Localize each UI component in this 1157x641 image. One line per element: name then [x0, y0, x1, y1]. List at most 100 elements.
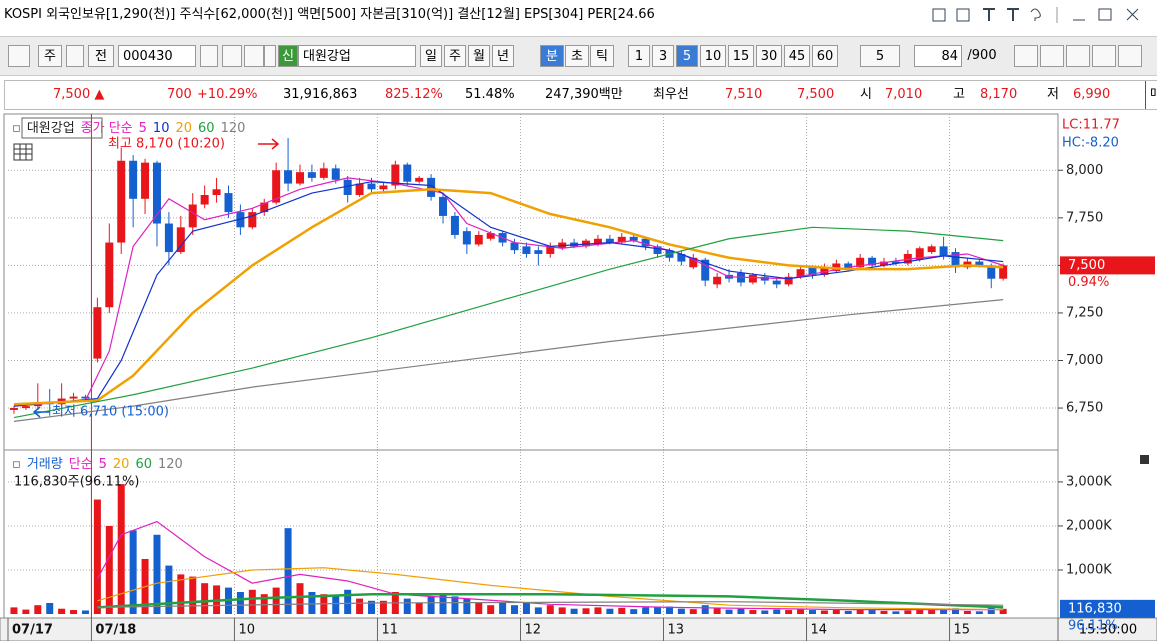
- volume-bar: [379, 600, 387, 614]
- candle-body: [617, 236, 626, 243]
- toolbar-icon[interactable]: [8, 45, 30, 67]
- candle-body: [152, 162, 161, 224]
- candle-body: [605, 238, 614, 243]
- close[interactable]: [1126, 8, 1139, 21]
- toolbar-item[interactable]: /900: [967, 48, 997, 63]
- x-tick-label: 11: [381, 623, 398, 638]
- toolbar-item[interactable]: 년: [492, 45, 514, 67]
- volume-bar: [487, 605, 495, 614]
- candle-body: [248, 212, 257, 228]
- volume-bar: [415, 602, 423, 614]
- icon[interactable]: [1030, 8, 1041, 21]
- volume-bar: [70, 610, 78, 614]
- toolbar-item[interactable]: 틱: [590, 45, 614, 67]
- toolbar-icon[interactable]: [1092, 45, 1116, 67]
- toolbar-item[interactable]: 월: [468, 45, 490, 67]
- toolbar-icon[interactable]: [222, 45, 242, 67]
- volume-bar: [570, 608, 578, 614]
- candle-body: [21, 406, 30, 409]
- toolbar-icon[interactable]: [1014, 45, 1038, 67]
- volume-bar: [904, 610, 912, 614]
- y-tick-label: 3,000K: [1066, 474, 1112, 489]
- quote-field: 7,500: [797, 87, 835, 102]
- candle-body: [784, 276, 793, 285]
- toolbar-item[interactable]: 대원강업: [298, 45, 416, 67]
- ma-line: [13, 181, 1004, 407]
- toolbar-item[interactable]: 5: [860, 45, 900, 67]
- quote-field: 7,010: [885, 87, 923, 102]
- quote-field: 247,390백만: [545, 87, 623, 102]
- candle-body: [677, 253, 686, 262]
- candle-body: [212, 189, 221, 195]
- toolbar-item[interactable]: 분: [540, 45, 564, 67]
- toolbar-item[interactable]: 주: [38, 45, 62, 67]
- stock-info: KOSPI 외국인보유[1,290(천)] 주식수[62,000(천)] 액면[…: [4, 7, 655, 22]
- volume-bar: [368, 600, 376, 614]
- legend-entry: 60: [198, 121, 215, 136]
- toolbar-item[interactable]: 전: [88, 45, 114, 67]
- panel-close[interactable]: [1140, 455, 1149, 464]
- volume-bar: [356, 598, 364, 614]
- candle-body: [987, 265, 996, 279]
- candle-body: [117, 160, 126, 243]
- legend: ▫ 대원강업 종가 단순 5 10 20 60 120: [12, 121, 245, 136]
- toolbar-icon[interactable]: [244, 45, 264, 67]
- volume-bar: [93, 499, 101, 614]
- toolbar-item[interactable]: 일: [420, 45, 442, 67]
- toolbar-item[interactable]: 45: [784, 45, 810, 67]
- last-volume-ratio: 96.11%: [1068, 618, 1118, 633]
- toolbar-item[interactable]: 84: [914, 45, 962, 67]
- volume-bar: [439, 594, 447, 614]
- toolbar-icon[interactable]: [66, 45, 84, 67]
- candle-body: [200, 194, 209, 205]
- toolbar-item[interactable]: 3: [652, 45, 674, 67]
- toolbar-item[interactable]: 신: [278, 45, 298, 67]
- toolbar-icon[interactable]: [200, 45, 218, 67]
- toolbar-item[interactable]: 60: [812, 45, 838, 67]
- toolbar-icon[interactable]: [264, 45, 276, 67]
- candle-body: [236, 212, 245, 228]
- legend-title: 종가 단순: [81, 121, 133, 136]
- icon[interactable]: [956, 8, 970, 22]
- toolbar-item[interactable]: 5: [676, 45, 698, 67]
- volume-bar: [868, 610, 876, 614]
- volume-bar: [808, 610, 816, 614]
- info-bar: KOSPI 외국인보유[1,290(천)] 주식수[62,000(천)] 액면[…: [0, 0, 1157, 30]
- volume-bar: [713, 608, 721, 614]
- legend-entry: 5: [139, 121, 147, 136]
- toolbar-item[interactable]: 30: [756, 45, 782, 67]
- icon[interactable]: [932, 8, 946, 22]
- icon[interactable]: [983, 8, 995, 21]
- hc-label: HC:-8.20: [1062, 136, 1119, 151]
- toolbar-item[interactable]: 15: [728, 45, 754, 67]
- volume-bar: [272, 587, 280, 614]
- icon[interactable]: [1007, 8, 1019, 21]
- quote-field: 31,916,863: [283, 87, 358, 102]
- toolbar-item[interactable]: 주: [444, 45, 466, 67]
- candle-body: [641, 238, 650, 247]
- toolbar-item[interactable]: 초: [565, 45, 589, 67]
- maximize[interactable]: [1098, 8, 1112, 21]
- candle-body: [69, 396, 78, 399]
- toolbar-item[interactable]: 10: [700, 45, 726, 67]
- candle-body: [748, 274, 757, 283]
- toolbar-item[interactable]: 1: [628, 45, 650, 67]
- quote-field: 저: [1047, 87, 1059, 102]
- candle-body: [772, 280, 781, 285]
- toolbar-item[interactable]: 000430: [118, 45, 196, 67]
- candle-body: [629, 236, 638, 241]
- toolbar-icon[interactable]: [1118, 45, 1142, 67]
- toolbar-icon[interactable]: [1066, 45, 1090, 67]
- volume-bar: [832, 609, 840, 614]
- quote-field: 8,170: [980, 87, 1018, 102]
- volume-bar: [177, 574, 185, 614]
- volume-bar: [761, 610, 769, 614]
- candle-body: [164, 223, 173, 253]
- annotation-high: 최고 8,170 (10:20): [108, 137, 225, 152]
- candle-body: [522, 246, 531, 254]
- annotation-low: 최저 6,710 (15:00): [52, 405, 169, 420]
- volume-bar: [677, 608, 685, 614]
- volume-bar: [534, 607, 542, 614]
- toolbar-icon[interactable]: [1040, 45, 1064, 67]
- candle-body: [903, 253, 912, 264]
